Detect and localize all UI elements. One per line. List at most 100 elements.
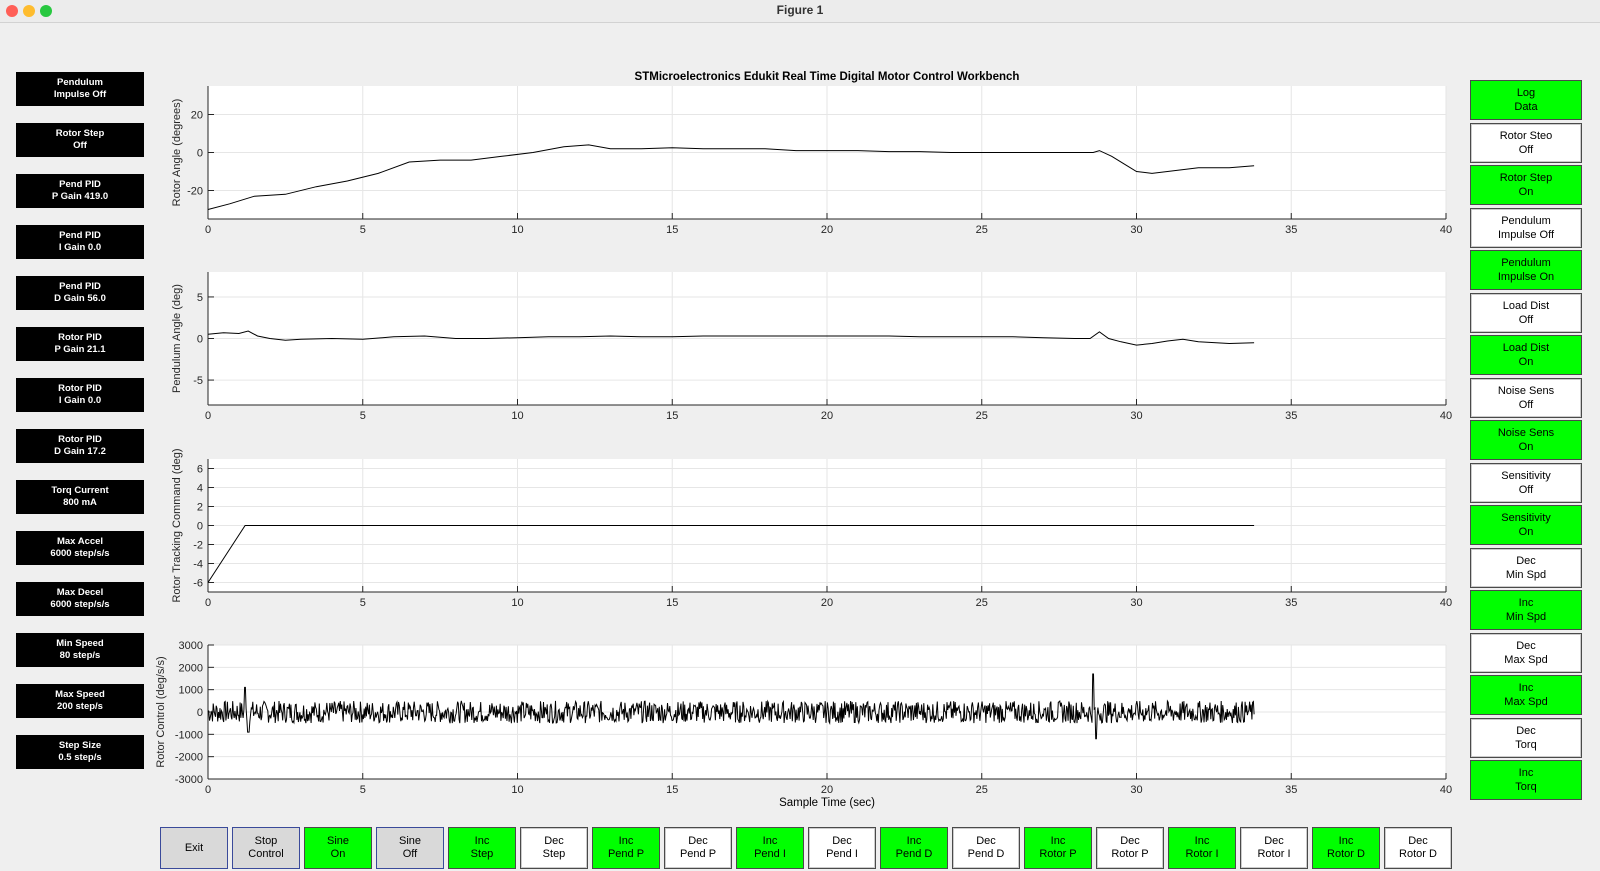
plot-2[interactable]: 0 5 10 15 20 25 30 35 40 -5 0 5 Pendulum Angle (deg) [171,272,1452,422]
sensitivity-off-button[interactable]: Sensitivity Off [1470,462,1582,503]
sine-on-button[interactable]: Sine On [304,827,372,869]
x-tick-label: 10 [511,784,523,796]
zoom-window-icon[interactable] [40,5,52,17]
pendulum-impulse-on-button[interactable]: Pendulum Impulse On [1470,250,1582,290]
x-tick-label: 10 [511,224,523,236]
y-axis-label: Rotor Control (deg/s/s) [155,656,167,767]
data-line [207,144,1255,210]
y-tick-label: -3000 [175,774,203,786]
y-tick-label: -1000 [175,729,203,741]
dec-pend-d-button[interactable]: Dec Pend D [952,827,1020,869]
dec-pend-i-button[interactable]: Dec Pend I [808,827,876,869]
y-tick-label: -4 [193,559,203,571]
load-dist-off-button[interactable]: Load Dist Off [1470,292,1582,333]
x-tick-label: 5 [360,224,366,236]
log-data-button[interactable]: Log Data [1470,80,1582,120]
status-rotor-pid-p-gain-21-1: Rotor PID P Gain 21.1 [16,327,144,361]
x-tick-label: 30 [1130,224,1142,236]
x-tick-label: 10 [511,597,523,609]
status-pendulum-impulse-off: Pendulum Impulse Off [16,72,144,106]
data-line [207,330,1255,346]
x-tick-label: 35 [1285,224,1297,236]
dec-torq-button[interactable]: Dec Torq [1470,717,1582,758]
dec-min-spd-button[interactable]: Dec Min Spd [1470,547,1582,588]
inc-rotor-d-button[interactable]: Inc Rotor D [1312,827,1380,869]
inc-pend-p-button[interactable]: Inc Pend P [592,827,660,869]
plot-4[interactable]: 0 5 10 15 20 25 30 35 40 -3000 -2000 -1000 0 1000 2000… [155,640,1452,796]
x-tick-label: 5 [360,597,366,609]
y-tick-label: 0 [197,334,203,346]
x-tick-label: 35 [1285,784,1297,796]
inc-rotor-p-button[interactable]: Inc Rotor P [1024,827,1092,869]
y-tick-label: 0 [197,521,203,533]
x-tick-label: 10 [511,410,523,422]
x-tick-label: 15 [666,784,678,796]
rotor-step-on-button[interactable]: Rotor Step On [1470,165,1582,205]
window-titlebar: Figure 1 [0,0,1600,23]
status-max-speed-200-step-s: Max Speed 200 step/s [16,684,144,718]
noise-sens-on-button[interactable]: Noise Sens On [1470,420,1582,460]
inc-pend-i-button[interactable]: Inc Pend I [736,827,804,869]
x-tick-label: 5 [360,784,366,796]
plot-3[interactable]: 0 5 10 15 20 25 30 35 40 -6 -4 -2 0 2 4 6 Rotor Tracking… [171,448,1452,609]
dec-rotor-p-button[interactable]: Dec Rotor P [1096,827,1164,869]
sine-off-button[interactable]: Sine Off [376,827,444,869]
status-rotor-step-off: Rotor Step Off [16,123,144,157]
x-tick-label: 40 [1440,410,1452,422]
pendulum-impulse-off-button[interactable]: Pendulum Impulse Off [1470,207,1582,248]
dec-pend-p-button[interactable]: Dec Pend P [664,827,732,869]
y-axis-label: Rotor Angle (degrees) [171,99,183,207]
x-tick-label: 40 [1440,224,1452,236]
dec-max-spd-button[interactable]: Dec Max Spd [1470,632,1582,673]
plot-1[interactable]: 0 5 10 15 20 25 30 35 40 -20 0 20 Rotor Angle (degre… [171,86,1452,236]
y-tick-label: 4 [197,483,203,495]
status-max-accel-6000-step-s-s: Max Accel 6000 step/s/s [16,531,144,565]
x-tick-label: 20 [821,784,833,796]
status-pend-pid-d-gain-56-0: Pend PID D Gain 56.0 [16,276,144,310]
inc-step-button[interactable]: Inc Step [448,827,516,869]
y-tick-label: -6 [193,578,203,590]
x-tick-label: 15 [666,410,678,422]
x-tick-label: 15 [666,224,678,236]
status-torq-current-800-ma: Torq Current 800 mA [16,480,144,514]
dec-step-button[interactable]: Dec Step [520,827,588,869]
y-tick-label: 5 [197,292,203,304]
y-axis-label: Pendulum Angle (deg) [171,284,183,393]
x-tick-label: 35 [1285,597,1297,609]
minimize-window-icon[interactable] [23,5,35,17]
noise-sens-off-button[interactable]: Noise Sens Off [1470,377,1582,418]
dec-rotor-i-button[interactable]: Dec Rotor I [1240,827,1308,869]
x-tick-label: 25 [976,784,988,796]
inc-max-spd-button[interactable]: Inc Max Spd [1470,675,1582,715]
y-tick-label: -2 [193,540,203,552]
inc-min-spd-button[interactable]: Inc Min Spd [1470,590,1582,630]
x-axis-label: Sample Time (sec) [779,797,875,809]
x-tick-label: 0 [205,410,211,422]
exit-button[interactable]: Exit [160,827,228,869]
y-tick-label: 2000 [179,662,203,674]
sensitivity-on-button[interactable]: Sensitivity On [1470,505,1582,545]
rotor-steo-off-button[interactable]: Rotor Steo Off [1470,122,1582,163]
x-tick-label: 25 [976,597,988,609]
y-tick-label: -20 [187,186,203,198]
x-tick-label: 30 [1130,410,1142,422]
status-pend-pid-i-gain-0-0: Pend PID I Gain 0.0 [16,225,144,259]
x-tick-label: 25 [976,410,988,422]
close-window-icon[interactable] [6,5,18,17]
x-tick-label: 0 [205,597,211,609]
x-tick-label: 40 [1440,784,1452,796]
load-dist-on-button[interactable]: Load Dist On [1470,335,1582,375]
dec-rotor-d-button[interactable]: Dec Rotor D [1384,827,1452,869]
inc-rotor-i-button[interactable]: Inc Rotor I [1168,827,1236,869]
x-tick-label: 5 [360,410,366,422]
data-line [207,525,1255,583]
x-tick-label: 30 [1130,597,1142,609]
x-tick-label: 0 [205,224,211,236]
inc-torq-button[interactable]: Inc Torq [1470,760,1582,800]
inc-pend-d-button[interactable]: Inc Pend D [880,827,948,869]
y-tick-label: -5 [193,375,203,387]
stop-control-button[interactable]: Stop Control [232,827,300,869]
y-tick-label: -2000 [175,752,203,764]
status-min-speed-80-step-s: Min Speed 80 step/s [16,633,144,667]
